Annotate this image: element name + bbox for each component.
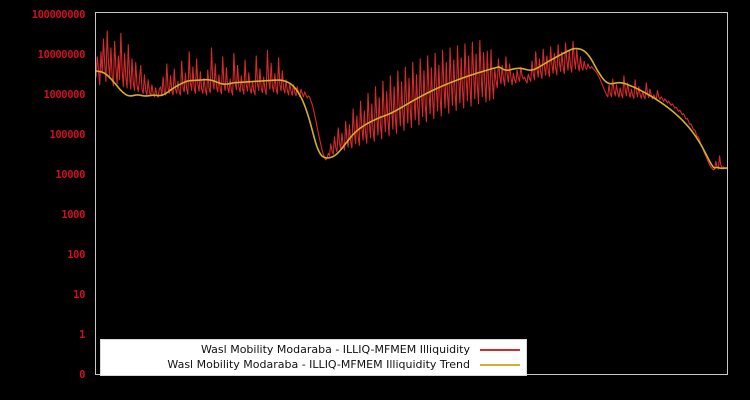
y-axis-tick-label: 100000000: [31, 9, 86, 21]
legend-row[interactable]: Wasl Mobility Modaraba - ILLIQ-MFMEM Ill…: [107, 342, 520, 357]
y-axis-tick-label: 10000000: [37, 49, 86, 61]
legend-color-swatch: [480, 348, 520, 351]
chart-legend: Wasl Mobility Modaraba - ILLIQ-MFMEM Ill…: [100, 339, 527, 376]
y-axis-tick-label: 100000: [49, 129, 85, 141]
y-axis-tick-label: 1000: [61, 209, 85, 221]
series-line-illiquidity: [96, 30, 727, 171]
y-axis-tick-label: 1000000: [43, 89, 86, 101]
legend-label: Wasl Mobility Modaraba - ILLIQ-MFMEM Ill…: [201, 343, 470, 356]
y-axis-tick-label: 10000: [55, 169, 85, 181]
y-axis-tick-label: 0: [79, 369, 85, 381]
legend-color-swatch: [480, 363, 520, 366]
legend-row[interactable]: Wasl Mobility Modaraba - ILLIQ-MFMEM Ill…: [107, 357, 520, 372]
y-axis-tick-label: 1: [79, 329, 85, 341]
legend-label: Wasl Mobility Modaraba - ILLIQ-MFMEM Ill…: [167, 358, 470, 371]
series-line-illiquidity-trend: [96, 47, 727, 170]
y-axis-tick-label: 10: [73, 289, 85, 301]
y-axis-tick-label: 100: [67, 249, 85, 261]
plot-svg: [96, 30, 727, 171]
plot-area: [95, 12, 728, 375]
y-axis: 100000000 10000000 1000000 100000 10000 1000 1…: [0, 0, 95, 400]
